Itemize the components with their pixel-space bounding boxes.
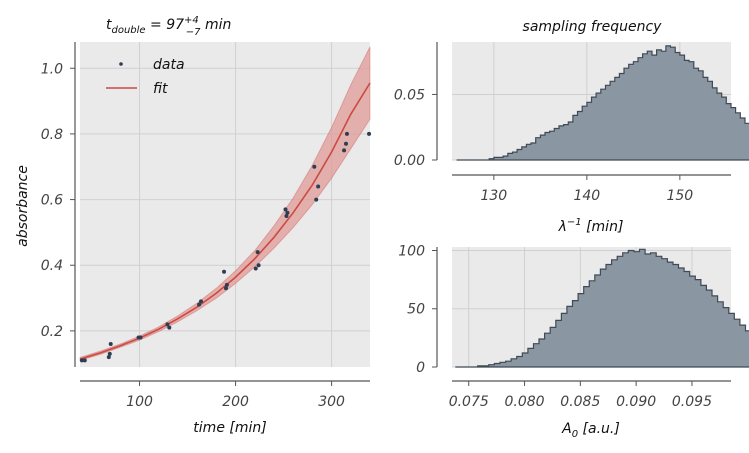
amplitude-subscript: 0 xyxy=(572,429,578,440)
time-course-grid xyxy=(80,42,370,367)
data-point xyxy=(344,131,349,136)
data-point xyxy=(314,197,319,202)
legend-data-label: data xyxy=(153,57,185,73)
amplitude-symbol: A xyxy=(561,421,572,437)
lambda-unit: [min] xyxy=(582,219,624,235)
br-x-tick-label: 0.075 xyxy=(449,394,489,410)
br-y-tick-label: 0 xyxy=(416,360,425,376)
title-upper-error: +4 xyxy=(184,15,199,26)
legend-fit-label: fit xyxy=(153,81,168,97)
data-point xyxy=(107,351,112,356)
data-point xyxy=(82,358,87,363)
br-x-tick-label: 0.080 xyxy=(504,394,544,410)
data-point xyxy=(285,210,290,215)
tr-x-tick-label: 130 xyxy=(480,188,507,204)
br-x-tick-label: 0.090 xyxy=(616,394,656,410)
data-point xyxy=(342,148,347,153)
lambda-exponent: −1 xyxy=(567,217,582,228)
lambda-symbol: λ xyxy=(558,219,567,235)
amplitude-unit: [a.u.] xyxy=(578,421,620,437)
title-subscript: double xyxy=(112,25,146,36)
data-point xyxy=(167,325,172,330)
data-point xyxy=(255,250,260,255)
left-x-tick-label: 200 xyxy=(222,394,249,410)
data-point xyxy=(283,207,288,212)
tr-x-tick-label: 150 xyxy=(666,188,693,204)
left-y-tick-label: 0.2 xyxy=(41,324,63,340)
data-point xyxy=(223,286,228,291)
time-course-panel: 100 200 300 0.2 0.4 0.6 0.8 1.0 tdouble = 97+4−… xyxy=(15,15,372,436)
tr-y-tick-label: 0.05 xyxy=(394,87,425,103)
time-course-axes: 100 200 300 0.2 0.4 0.6 0.8 1.0 xyxy=(41,42,370,410)
data-point xyxy=(253,266,258,271)
data-point xyxy=(165,322,170,327)
data-points xyxy=(79,131,372,363)
left-y-tick-label: 0.8 xyxy=(41,127,63,143)
title-lower-error: −7 xyxy=(186,27,201,38)
data-point xyxy=(79,358,84,363)
histogram-title: sampling frequency xyxy=(523,19,663,35)
lambda-x-axis-label: λ−1 [min] xyxy=(558,217,624,235)
left-x-tick-label: 100 xyxy=(126,394,153,410)
br-y-tick-label: 50 xyxy=(407,302,425,318)
data-point xyxy=(312,164,317,169)
tr-y-tick-label: 0.00 xyxy=(394,153,425,169)
lambda-histogram-panel: sampling frequency 130 140 150 0.00 0.05 λ−1… xyxy=(394,19,749,235)
data-point xyxy=(256,263,261,268)
data-point xyxy=(138,335,143,340)
title-unit: min xyxy=(201,17,232,33)
data-point xyxy=(108,342,113,347)
y-axis-label: absorbance xyxy=(15,165,31,247)
left-y-tick-label: 1.0 xyxy=(41,61,63,77)
br-y-tick-label: 100 xyxy=(398,243,425,259)
legend-data-marker xyxy=(119,62,123,66)
data-point xyxy=(284,213,289,218)
x-axis-label: time [min] xyxy=(193,420,266,436)
tr-x-tick-label: 140 xyxy=(573,188,600,204)
amplitude-histogram xyxy=(455,248,749,368)
amplitude-axes: 0.075 0.080 0.085 0.090 0.095 0 50 100 xyxy=(398,243,731,410)
data-point xyxy=(222,269,227,274)
time-course-plot-area xyxy=(80,42,370,367)
amplitude-x-axis-label: A0 [a.u.] xyxy=(561,421,620,440)
data-point xyxy=(106,355,111,360)
lambda-histogram xyxy=(456,45,749,161)
data-point xyxy=(197,302,202,307)
data-point xyxy=(198,299,203,304)
data-point xyxy=(224,282,229,287)
lambda-axes: 130 140 150 0.00 0.05 xyxy=(394,42,731,204)
left-y-tick-label: 0.4 xyxy=(41,258,63,274)
legend: data fit xyxy=(106,57,185,97)
title-t: t xyxy=(106,17,112,33)
left-y-tick-label: 0.6 xyxy=(41,193,63,209)
title-equals-value: = 97 xyxy=(146,17,185,33)
br-x-tick-label: 0.085 xyxy=(560,394,600,410)
data-point xyxy=(343,141,348,146)
br-x-tick-label: 0.095 xyxy=(672,394,712,410)
doubling-time-title: tdouble = 97+4 −7 min xyxy=(106,15,231,38)
fit-confidence-band xyxy=(79,46,371,362)
data-point xyxy=(367,131,372,136)
left-x-tick-label: 300 xyxy=(318,394,345,410)
data-point xyxy=(316,184,321,189)
